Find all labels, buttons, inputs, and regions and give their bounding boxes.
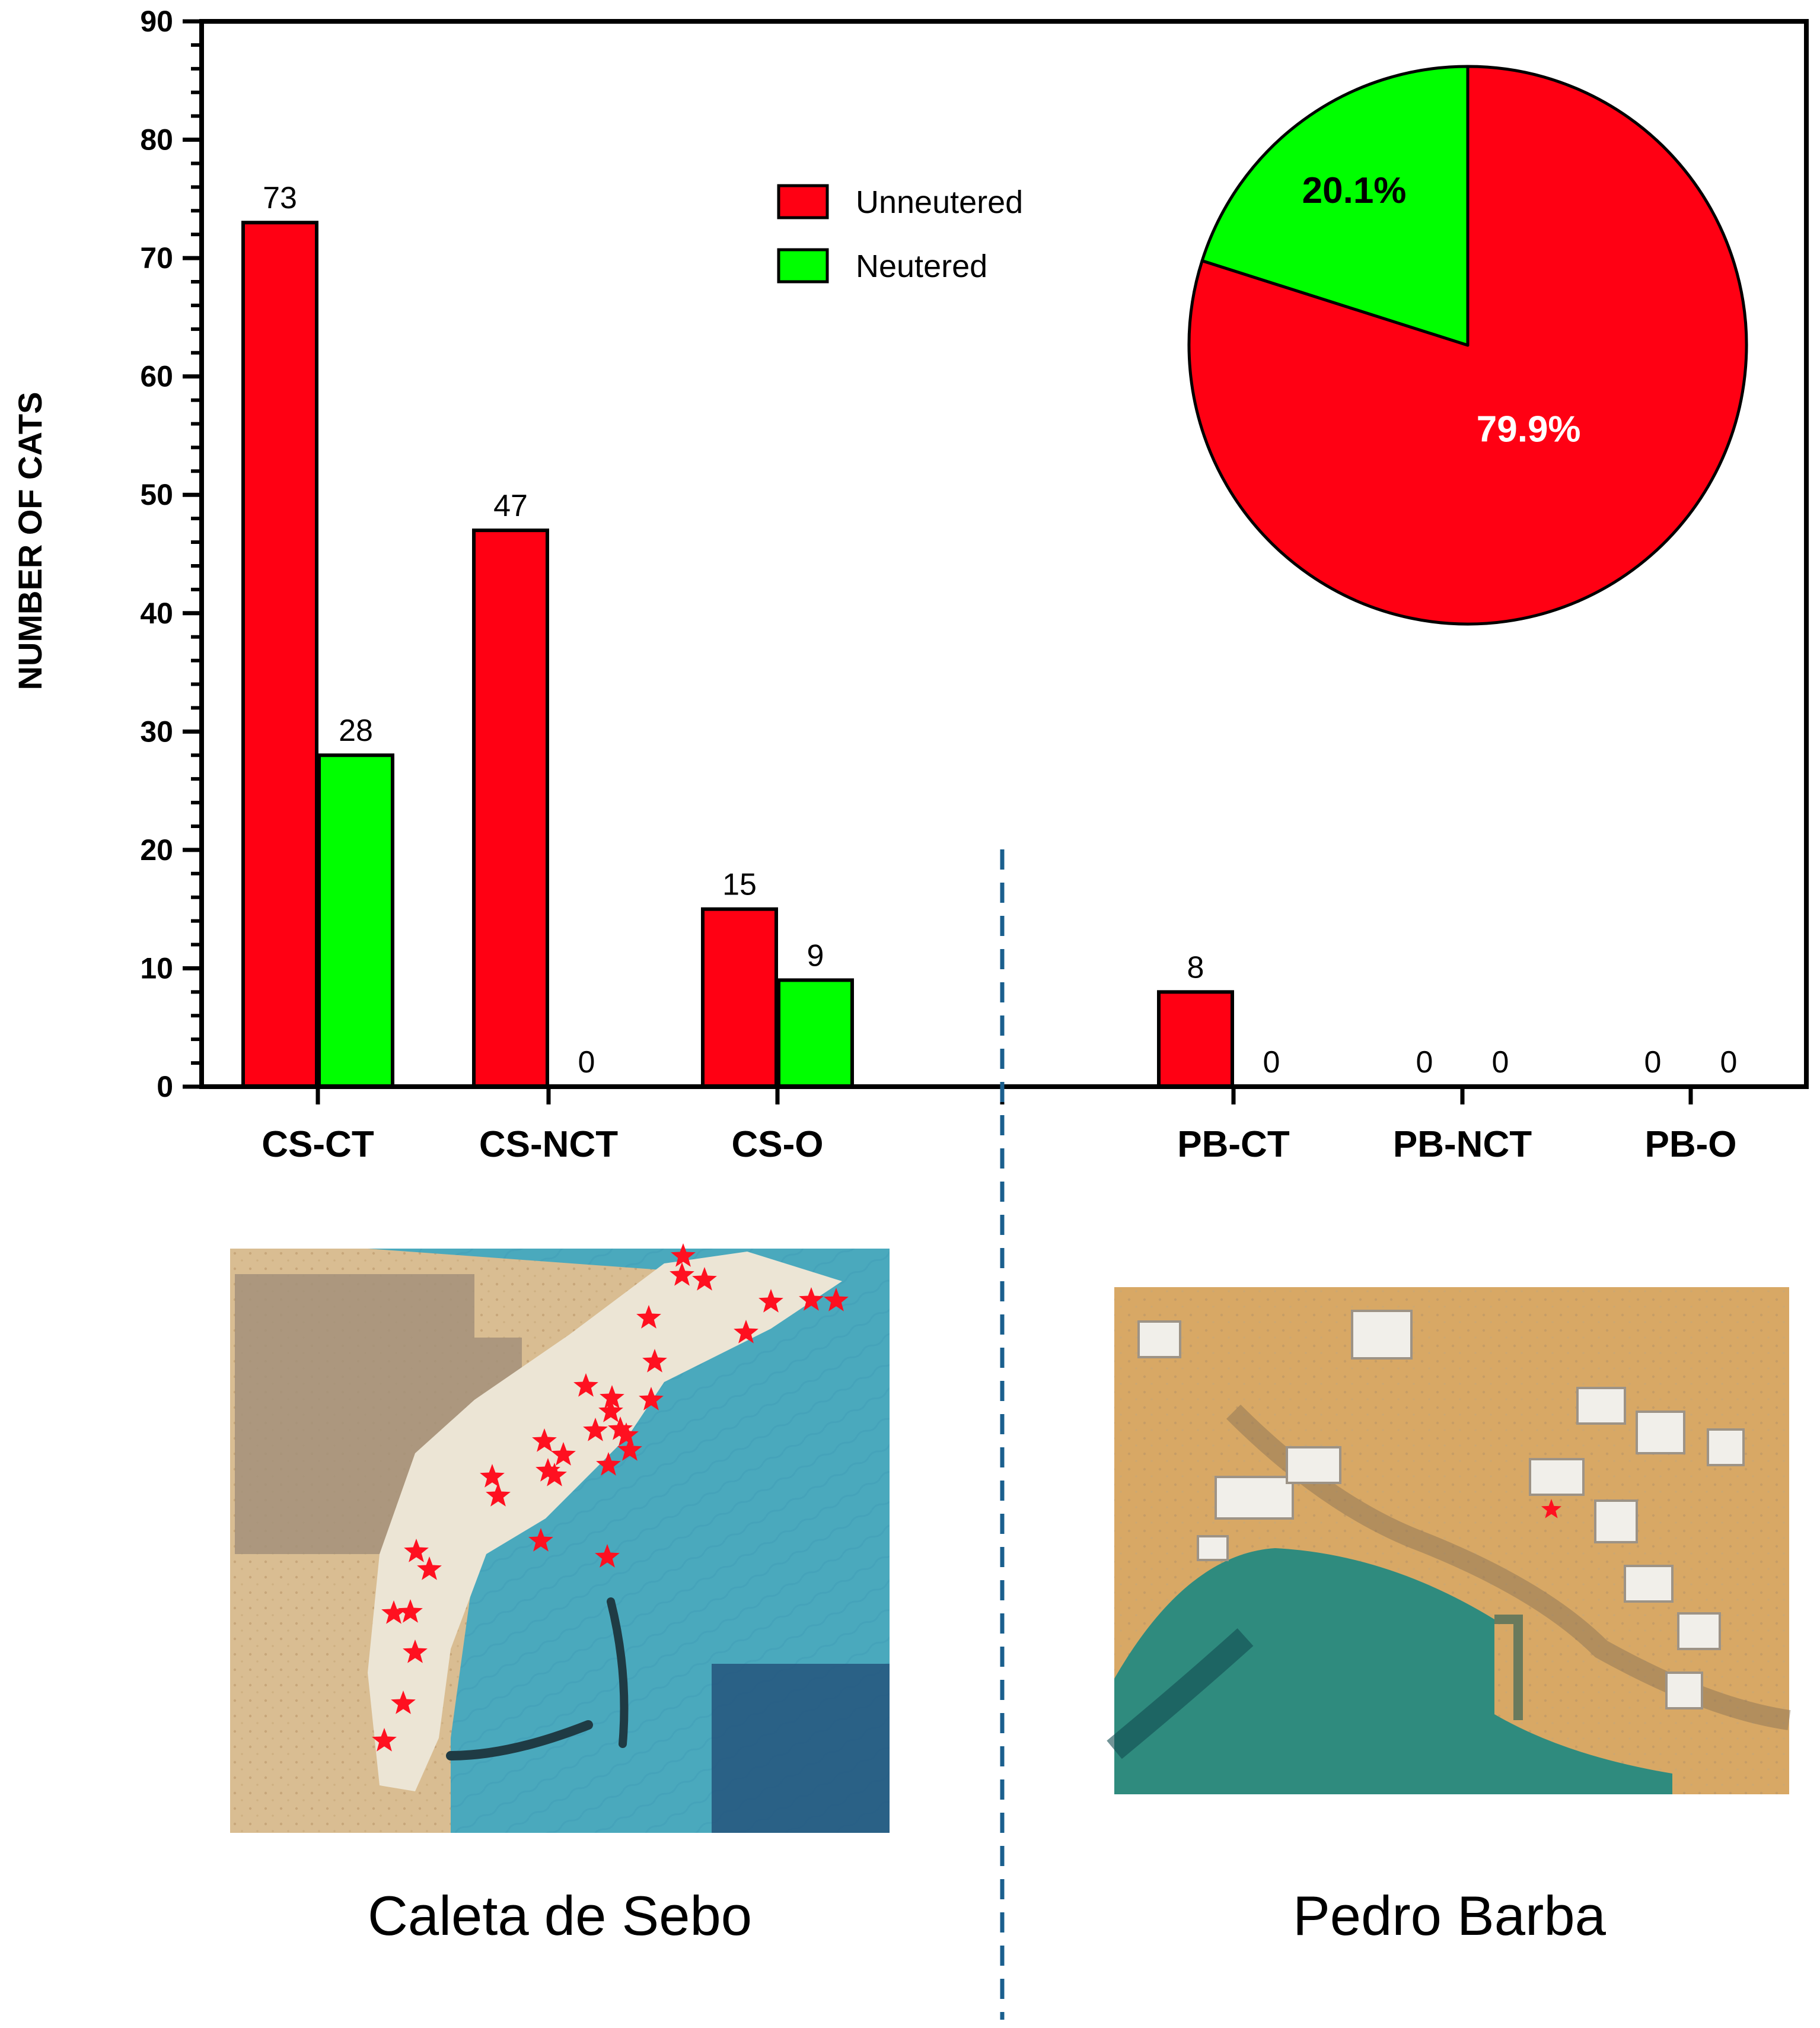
data-label-unneutered-pb-o: 0 (1644, 1045, 1662, 1080)
data-label-neutered-cs-ct: 28 (339, 714, 373, 748)
data-label-unneutered-cs-o: 15 (722, 868, 757, 902)
star-marker (596, 1452, 621, 1476)
y-tick-label: 10 (140, 951, 173, 985)
star-marker (598, 1399, 623, 1422)
star-marker (642, 1349, 667, 1373)
star-marker (391, 1690, 416, 1714)
legend-swatch-neutered (777, 248, 829, 284)
bar-unneutered-cs-nct (472, 529, 549, 1088)
legend-swatch-unneutered (777, 184, 829, 219)
bar-unneutered-cs-ct (241, 221, 318, 1089)
star-marker (486, 1483, 511, 1507)
star-marker (758, 1289, 783, 1313)
star-marker (608, 1416, 633, 1440)
y-tick-label: 40 (140, 597, 173, 630)
star-marker (639, 1387, 664, 1411)
star-marker (532, 1428, 557, 1452)
category-label-cs-ct: CS-CT (262, 1124, 374, 1165)
star-marker (600, 1385, 624, 1409)
y-tick-label: 20 (140, 833, 173, 867)
data-label-neutered-pb-nct: 0 (1492, 1045, 1509, 1080)
y-tick-label: 50 (140, 478, 173, 511)
star-marker (734, 1320, 758, 1343)
pie-chart: 79.9% 20.1% (1187, 65, 1748, 626)
data-label-unneutered-cs-ct: 73 (263, 181, 297, 215)
category-label-pb-ct: PB-CT (1177, 1124, 1290, 1165)
star-marker (398, 1599, 423, 1623)
star-marker (617, 1437, 642, 1461)
star-marker (1541, 1499, 1562, 1518)
map-pedro-barba (1107, 1287, 1791, 1794)
star-marker (573, 1373, 598, 1397)
data-label-unneutered-pb-nct: 0 (1416, 1045, 1433, 1080)
star-marker (536, 1458, 560, 1482)
bar-unneutered-cs-o (701, 907, 778, 1088)
category-label-pb-nct: PB-NCT (1393, 1124, 1532, 1165)
star-marker (404, 1539, 429, 1562)
pie-slice-neutered (1200, 65, 1470, 347)
star-marker (671, 1243, 696, 1267)
star-marker (542, 1463, 567, 1486)
star-marker (583, 1418, 608, 1441)
y-tick-label: 80 (140, 123, 173, 157)
star-marker (480, 1464, 505, 1488)
star-marker (381, 1600, 406, 1624)
category-label-cs-nct: CS-NCT (479, 1124, 618, 1165)
legend-label-neutered: Neutered (856, 249, 987, 284)
star-marker (614, 1422, 639, 1446)
y-tick-label: 70 (140, 241, 173, 275)
legend-label-unneutered: Unneutered (856, 184, 1023, 220)
data-label-unneutered-pb-ct: 8 (1187, 950, 1204, 985)
bar-unneutered-pb-ct (1157, 990, 1234, 1089)
category-labels: CS-CT CS-NCT CS-O PB-CT PB-NCT PB-O (262, 1087, 1737, 1165)
star-marker (372, 1728, 397, 1752)
pie-label-unneutered: 79.9% (1477, 409, 1581, 450)
location-markers (1541, 1499, 1562, 1518)
bar-neutered-cs-o (777, 978, 854, 1089)
category-label-cs-o: CS-O (732, 1124, 824, 1165)
location-markers (372, 1243, 849, 1752)
star-marker (595, 1544, 620, 1568)
category-label-pb-o: PB-O (1645, 1124, 1737, 1165)
y-axis-title: NUMBER OF CATS (11, 392, 49, 690)
data-label-unneutered-cs-nct: 47 (493, 489, 528, 523)
map-caption-pedro-barba: Pedro Barba (1293, 1884, 1607, 1947)
data-labels: 73 28 47 0 15 9 8 0 0 0 0 0 (263, 181, 1737, 1080)
star-marker (528, 1528, 553, 1552)
data-label-neutered-cs-o: 9 (807, 938, 824, 973)
map-caption-caleta-de-sebo: Caleta de Sebo (368, 1884, 752, 1947)
legend: Unneutered Neutered (777, 184, 1023, 284)
y-tick-label: 0 (157, 1070, 173, 1103)
map-caleta-de-sebo (230, 1243, 890, 1833)
data-label-neutered-pb-o: 0 (1720, 1045, 1738, 1080)
bars (241, 221, 1234, 1089)
y-tick-label: 60 (140, 360, 173, 393)
y-axis-ticks: 0 10 20 30 40 50 60 70 80 90 (140, 5, 202, 1103)
star-marker (417, 1556, 442, 1580)
y-tick-label: 90 (140, 5, 173, 38)
star-marker (551, 1442, 576, 1466)
star-marker (636, 1305, 661, 1329)
bar-neutered-cs-ct (317, 753, 394, 1088)
star-marker (670, 1262, 694, 1286)
star-marker (692, 1267, 717, 1291)
star-marker (799, 1287, 824, 1311)
star-marker (403, 1639, 428, 1663)
data-label-neutered-cs-nct: 0 (578, 1045, 595, 1080)
y-tick-label: 30 (140, 715, 173, 748)
data-label-neutered-pb-ct: 0 (1263, 1045, 1280, 1080)
star-marker (824, 1288, 849, 1311)
pie-label-neutered: 20.1% (1302, 170, 1407, 211)
